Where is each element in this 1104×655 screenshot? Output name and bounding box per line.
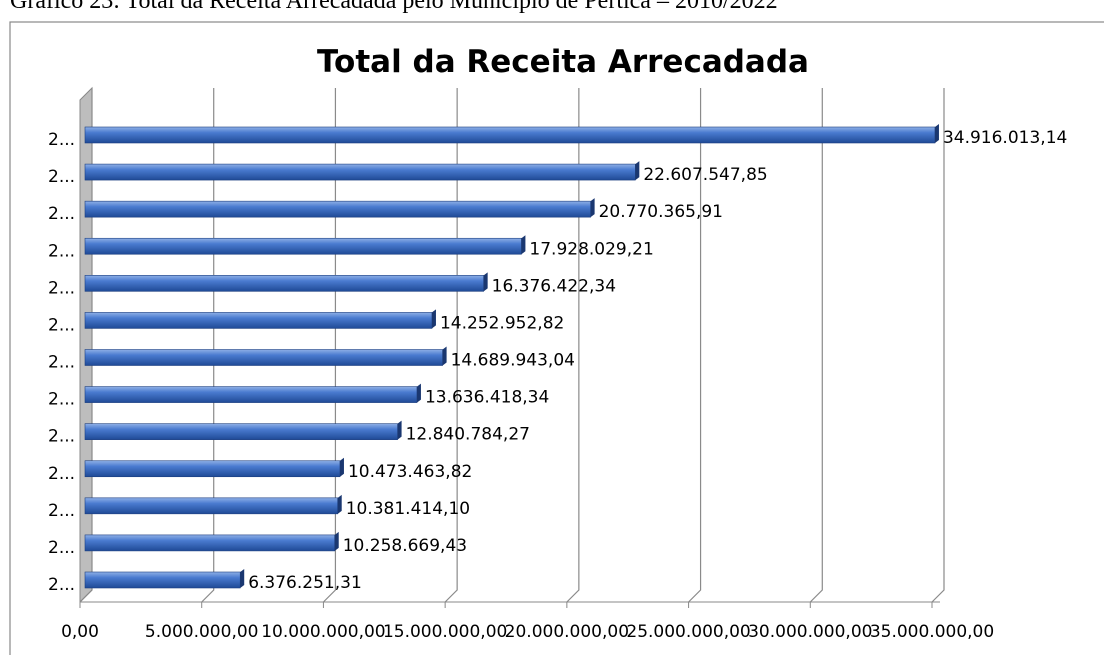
x-tick-label: 25.000.000,00 [626,622,750,642]
x-tick-label: 10.000.000,00 [261,622,385,642]
grid-line [323,88,337,603]
bar [84,423,398,440]
bar-side [337,494,342,514]
y-tick-label: 2... [48,464,75,484]
bar-side [635,161,640,181]
chart-title: Total da Receita Arrecadada [317,44,809,80]
y-tick-label: 2... [48,427,75,447]
bar [84,571,241,589]
bar-side [521,235,526,255]
bar-side [442,346,447,366]
bar-side [934,124,939,143]
y-tick-label: 2... [48,353,75,373]
bar [84,312,433,329]
x-tick-label: 5.000.000,00 [145,622,259,642]
caption: Gráfico 23: Total da Receita Arrecadada … [10,0,778,14]
y-tick-label: 2... [48,501,75,521]
value-label: 20.770.365,91 [599,202,723,222]
y-tick-label: 2... [48,167,75,187]
grid-line [201,88,215,603]
bar [84,275,484,292]
bar-side [334,531,339,551]
grid-line [809,88,823,603]
bar-side [240,569,245,588]
bar [84,534,336,552]
bar-side [339,457,344,477]
bar-side [431,309,436,329]
grid-line [566,88,580,603]
x-tick-label: 35.000.000,00 [870,622,994,642]
y-tick-label: 2... [48,575,75,595]
chart-border [9,21,1104,655]
y-tick-label: 2... [48,390,75,410]
bar-side [483,272,488,292]
grid-line [79,88,93,603]
grid-line [444,88,458,603]
bar [84,126,936,144]
y-tick-label: 2... [48,538,75,558]
bar [84,460,341,478]
x-tick-label: 20.000.000,00 [505,622,629,642]
bar-side [397,420,402,440]
value-label: 22.607.547,85 [643,165,767,185]
x-tick-label: 30.000.000,00 [748,622,872,642]
y-tick-label: 2... [48,204,75,224]
bar [84,386,418,403]
value-label: 10.381.414,10 [346,499,470,519]
y-tick-label: 2... [48,130,75,150]
value-label: 16.376.422,34 [492,276,616,296]
value-label: 14.252.952,82 [440,313,564,333]
value-label: 13.636.418,34 [425,388,549,408]
value-label: 6.376.251,31 [248,573,362,593]
value-label: 12.840.784,27 [406,425,530,445]
y-tick-label: 2... [48,278,75,298]
value-label: 34.916.013,14 [943,128,1067,148]
bar [84,349,443,366]
bar [84,237,522,255]
x-tick-label: 0,00 [61,622,99,642]
bar [84,200,591,218]
x-tick-label: 15.000.000,00 [383,622,507,642]
value-label: 10.473.463,82 [348,462,472,482]
bar-side [416,383,421,403]
value-label: 14.689.943,04 [451,351,575,371]
bar-side [590,198,595,218]
y-tick-label: 2... [48,315,75,335]
grid-line [931,88,945,603]
value-label: 10.258.669,43 [343,536,467,556]
y-tick-label: 2... [48,241,75,261]
grid-line [688,88,702,603]
value-label: 17.928.029,21 [529,239,653,259]
bar [84,497,339,515]
bar [84,163,636,181]
